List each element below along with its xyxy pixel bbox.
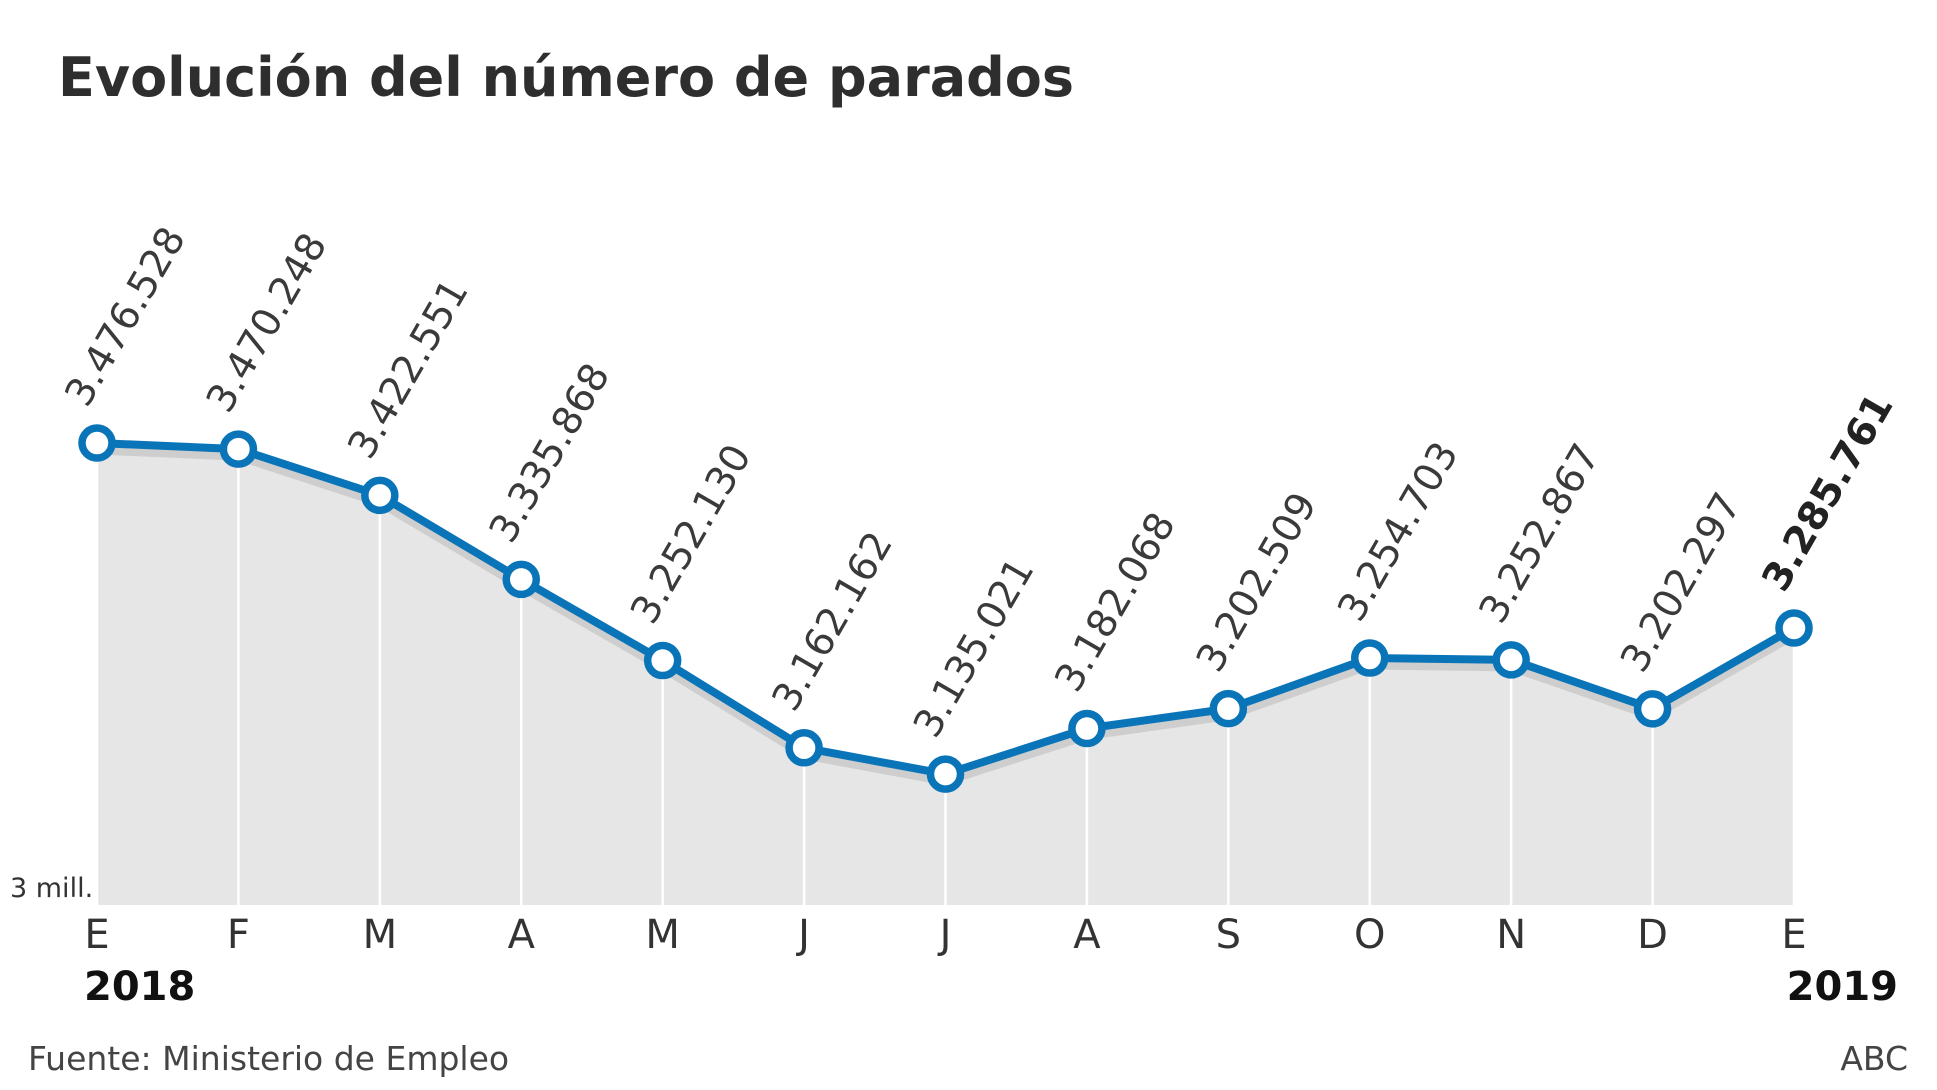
data-point-marker — [1775, 609, 1813, 647]
x-tick-label: M — [645, 912, 680, 958]
data-label: 3.182.068 — [1047, 505, 1185, 699]
x-tick-label: D — [1637, 912, 1668, 958]
x-tick-label: A — [508, 912, 536, 958]
data-label: 3.285.761 — [1754, 386, 1903, 599]
data-label: 3.202.509 — [1188, 485, 1326, 679]
data-point-marker — [1209, 689, 1248, 728]
x-tick-label: J — [937, 912, 952, 958]
x-axis: E F M A M J J A S O N D E 2018 2019 — [84, 912, 1898, 1010]
plot-area: 3.476.528 3.470.248 3.422.551 3.335.868 3.25… — [57, 220, 1903, 907]
y-axis-min-label: 3 mill. — [10, 873, 93, 904]
data-label: 3.252.867 — [1471, 436, 1609, 630]
source-note: Fuente: Ministerio de Empleo — [28, 1039, 509, 1078]
chart-title: Evolución del número de parados — [58, 46, 1074, 109]
data-point-marker — [1633, 690, 1672, 728]
year-label: 2019 — [1787, 964, 1898, 1010]
x-tick-label: S — [1216, 912, 1241, 958]
data-label: 3.252.130 — [622, 437, 760, 631]
data-label: 3.422.551 — [340, 272, 478, 466]
data-label: 3.254.703 — [1329, 435, 1467, 629]
data-label: 3.135.021 — [905, 551, 1043, 745]
data-point-marker — [1351, 639, 1389, 677]
publisher-credit: ABC — [1840, 1039, 1908, 1078]
data-label: 3.202.297 — [1612, 485, 1750, 679]
x-tick-label: F — [227, 912, 250, 958]
data-label: 3.335.868 — [481, 356, 619, 550]
data-point-marker — [502, 560, 540, 599]
data-point-marker — [219, 430, 258, 468]
data-point-marker — [643, 641, 682, 680]
data-point-marker — [926, 755, 965, 793]
data-label: 3.162.162 — [764, 524, 902, 718]
x-tick-label: A — [1073, 912, 1101, 958]
data-point-marker — [785, 729, 823, 767]
data-point-marker — [78, 424, 116, 462]
data-point-marker — [1068, 709, 1106, 748]
data-label: 3.476.528 — [57, 220, 195, 414]
x-tick-label: E — [84, 912, 109, 958]
x-tick-label: O — [1354, 912, 1385, 958]
x-tick-label: J — [795, 912, 810, 958]
x-tick-label: M — [363, 912, 398, 958]
x-tick-label: E — [1781, 912, 1806, 958]
year-label: 2018 — [84, 964, 195, 1010]
data-point-marker — [1492, 641, 1530, 679]
x-tick-label: N — [1496, 912, 1526, 958]
data-point-marker — [361, 476, 399, 515]
data-label: 3.470.248 — [198, 226, 336, 420]
